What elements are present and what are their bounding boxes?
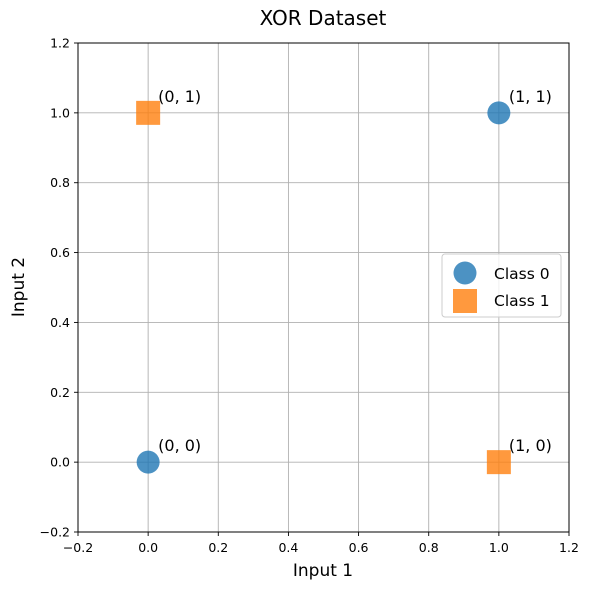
- point-annotation: (1, 0): [509, 436, 552, 455]
- y-axis-label: Input 2: [9, 257, 29, 317]
- chart-title: XOR Dataset: [260, 6, 387, 30]
- y-tick-label: 0.0: [50, 455, 70, 470]
- series-layer: [136, 100, 511, 475]
- point-annotation: (1, 1): [509, 87, 552, 106]
- x-tick-label: 1.0: [489, 540, 509, 555]
- x-tick-label: 0.6: [349, 540, 369, 555]
- class-1-point: [486, 450, 511, 475]
- class-1-point: [136, 100, 161, 125]
- x-axis-label: Input 1: [293, 561, 353, 581]
- y-tick-label: 1.0: [50, 105, 70, 120]
- y-tick-label: 0.4: [50, 315, 70, 330]
- x-tick-label: 0.2: [208, 540, 228, 555]
- legend-marker-class-1: [453, 289, 477, 313]
- y-tick-label: −0.2: [40, 525, 70, 540]
- y-tick-label: 1.2: [50, 36, 70, 51]
- annotations: (0, 0) (0, 1) (1, 0) (1, 1): [158, 87, 552, 455]
- x-tick-label: 0.8: [419, 540, 439, 555]
- y-tick-label: 0.8: [50, 175, 70, 190]
- y-tick-label: 0.6: [50, 245, 70, 260]
- legend-marker-class-0: [453, 261, 477, 285]
- x-tick-label: 0.0: [138, 540, 158, 555]
- legend: Class 0 Class 1: [441, 253, 562, 318]
- grid: [77, 42, 570, 533]
- plot-frame: [77, 42, 570, 533]
- legend-label-class-0: Class 0: [494, 265, 550, 283]
- class-0-point: [136, 450, 160, 474]
- class-0-point: [487, 101, 511, 125]
- point-annotation: (0, 0): [158, 436, 201, 455]
- x-tick-label: 0.4: [278, 540, 298, 555]
- x-tick-label: −0.2: [63, 540, 93, 555]
- x-tick-label: 1.2: [559, 540, 579, 555]
- legend-label-class-1: Class 1: [494, 292, 550, 310]
- point-annotation: (0, 1): [158, 87, 201, 106]
- axis-ticks: −0.2 0.0 0.2 0.4 0.6 0.8 1.0 1.2 −0.2 0.0 0.2 0.4 0.…: [40, 36, 579, 556]
- y-tick-label: 0.2: [50, 385, 70, 400]
